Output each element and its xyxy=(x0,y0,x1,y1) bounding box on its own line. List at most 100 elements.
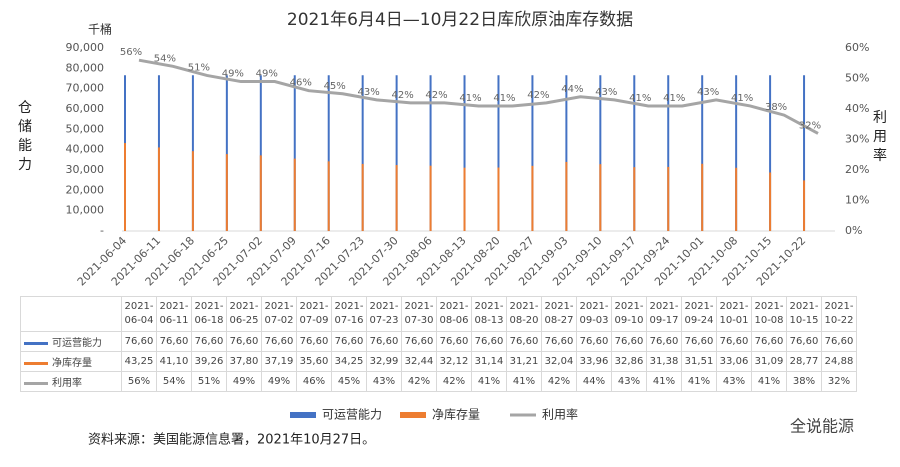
table-header-cell: 2021-08-06 xyxy=(436,296,472,332)
table-cell: 54% xyxy=(156,371,192,392)
data-label: 51% xyxy=(188,62,210,73)
y-tick-label: 30,000 xyxy=(66,163,105,176)
legend-label: 可运营能力 xyxy=(322,408,382,422)
y-tick-label: 90,000 xyxy=(66,41,105,54)
table-cell: 41% xyxy=(646,371,682,392)
bar xyxy=(429,165,432,231)
bar xyxy=(531,165,534,231)
bar xyxy=(735,167,738,231)
data-label: 38% xyxy=(765,102,787,113)
data-label: 41% xyxy=(663,93,685,104)
table-swatch xyxy=(24,361,48,365)
bar xyxy=(293,158,296,231)
table-header-cell: 2021-06-11 xyxy=(156,296,192,332)
y-tick-label: 60,000 xyxy=(66,102,105,115)
table-cell: 41% xyxy=(506,371,542,392)
bar xyxy=(633,167,636,231)
table-header-cell: 2021-10-15 xyxy=(786,296,822,332)
y2-tick-label: 10% xyxy=(845,194,869,207)
table-cell: 32,86 xyxy=(611,351,647,372)
bar xyxy=(565,75,568,231)
table-cell: 34,25 xyxy=(331,351,367,372)
table-header-cell: 2021-08-13 xyxy=(471,296,507,332)
table-header-cell: 2021-07-30 xyxy=(401,296,437,332)
bar xyxy=(259,155,262,231)
table-swatch xyxy=(24,341,48,345)
table-cell: 42% xyxy=(436,371,472,392)
table-cell: 76,60 xyxy=(786,331,822,352)
bar xyxy=(667,166,670,231)
watermark: 全说能源 xyxy=(790,417,854,436)
bar xyxy=(259,75,262,231)
table-header-cell: 2021-07-23 xyxy=(366,296,402,332)
table-cell: 33,96 xyxy=(576,351,612,372)
bar xyxy=(633,75,636,231)
table-header-cell: 2021-07-02 xyxy=(261,296,297,332)
table-header-cell: 2021-10-08 xyxy=(751,296,787,332)
bar xyxy=(327,161,330,231)
table-cell: 56% xyxy=(121,371,157,392)
legend-label: 利用率 xyxy=(542,407,578,422)
table-cell: 28,77 xyxy=(786,351,822,372)
table-cell: 43% xyxy=(716,371,752,392)
legend-swatch xyxy=(290,412,316,418)
data-label: 43% xyxy=(697,87,719,98)
table-cell: 44% xyxy=(576,371,612,392)
table-header-cell: 2021-09-10 xyxy=(611,296,647,332)
table-cell: 76,60 xyxy=(541,331,577,352)
table-cell: 31,21 xyxy=(506,351,542,372)
table-cell: 76,60 xyxy=(506,331,542,352)
table-row: 净库存量 43,25 41,10 39,26 37,80 37,19 35,60 34,25 3… xyxy=(20,351,857,372)
table-row: 可运营能力 76,60 76,60 76,60 76,60 76,60 76,60 76,60… xyxy=(20,331,857,352)
data-label: 43% xyxy=(358,87,380,98)
source: 资料来源：美国能源信息署，2021年10月27日。 xyxy=(88,432,375,448)
data-label: 41% xyxy=(731,93,753,104)
bar xyxy=(327,75,330,231)
bar xyxy=(803,75,806,231)
data-table: 2021-06-04 2021-06-11 2021-06-18 2021-06-25… xyxy=(20,296,857,392)
y2-tick-label: 20% xyxy=(845,163,869,176)
y-tick-label: 10,000 xyxy=(66,204,105,217)
table-cell: 42% xyxy=(401,371,437,392)
bar xyxy=(565,161,568,231)
table-header-cell: 2021-07-16 xyxy=(331,296,367,332)
y2-tick-label: 30% xyxy=(845,133,869,146)
table-cell: 46% xyxy=(296,371,332,392)
table-cell: 39,26 xyxy=(191,351,227,372)
table-cell: 76,60 xyxy=(681,331,717,352)
table-corner xyxy=(20,296,122,332)
table-cell: 76,60 xyxy=(821,331,857,352)
table-cell: 76,60 xyxy=(611,331,647,352)
table-header-cell: 2021-07-09 xyxy=(296,296,332,332)
table-cell: 32,99 xyxy=(366,351,402,372)
table-cell: 76,60 xyxy=(366,331,402,352)
line xyxy=(138,58,819,135)
table-row-label: 利用率 xyxy=(52,378,82,389)
table-row-label: 净库存量 xyxy=(52,358,92,369)
data-label: 41% xyxy=(459,93,481,104)
table-cell: 32,12 xyxy=(436,351,472,372)
table-cell: 45% xyxy=(331,371,367,392)
table-header-cell: 2021-09-17 xyxy=(646,296,682,332)
table-cell: 42% xyxy=(541,371,577,392)
table-cell: 49% xyxy=(226,371,262,392)
table-cell: 76,60 xyxy=(296,331,332,352)
data-label: 41% xyxy=(629,93,651,104)
y-tick-label: 50,000 xyxy=(66,122,105,135)
legend-swatch xyxy=(400,412,426,418)
table-cell: 43,25 xyxy=(121,351,157,372)
table-header-cell: 2021-09-03 xyxy=(576,296,612,332)
table-row: 利用率 56% 54% 51% 49% 49% 46% 45% 43% 42% 42% 41% 41% 4… xyxy=(20,371,857,392)
table-cell: 76,60 xyxy=(716,331,752,352)
table-row-header: 净库存量 xyxy=(20,351,122,372)
table-cell: 38% xyxy=(786,371,822,392)
table-cell: 76,60 xyxy=(191,331,227,352)
y-axis-title: 仓储能力 xyxy=(18,100,32,173)
data-label: 49% xyxy=(256,69,278,80)
table-cell: 76,60 xyxy=(436,331,472,352)
y2-tick-label: 60% xyxy=(845,41,869,54)
data-label: 46% xyxy=(290,78,312,89)
table-cell: 76,60 xyxy=(121,331,157,352)
